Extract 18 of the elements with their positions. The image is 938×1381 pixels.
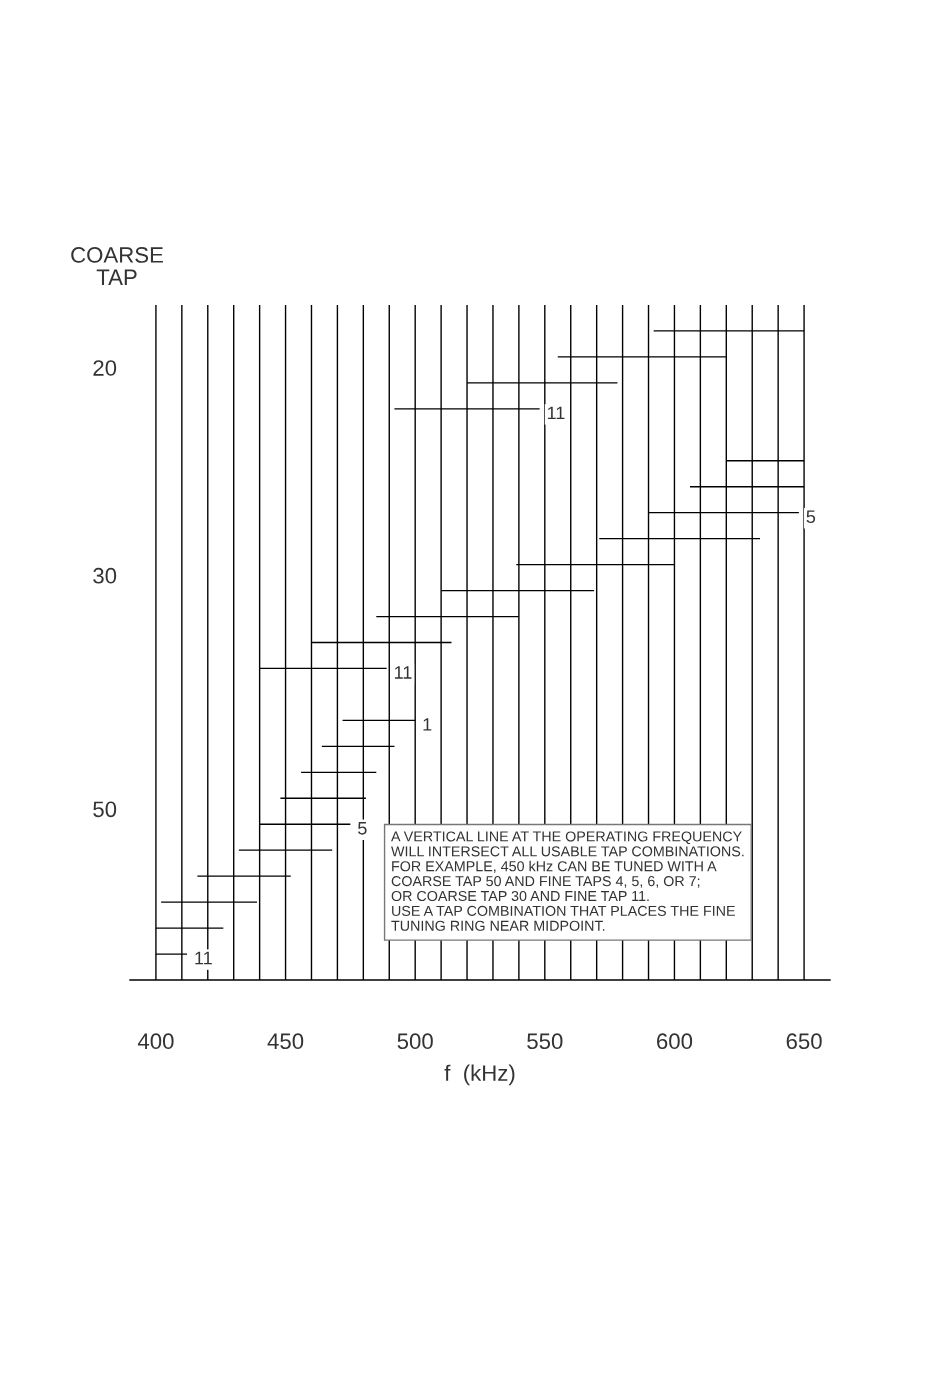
x-axis-title: f (kHz) xyxy=(444,1064,515,1086)
annotation: 5 xyxy=(806,510,816,524)
x-tick-label: 550 xyxy=(527,1033,563,1050)
annotation: A VERTICAL LINE AT THE OPERATING FREQUENCY WILL INTERSECT ALL USABLE TAP COMBINATIONS. FOR EXAMPLE, 450 kHz CAN BE TUNED WITH A COARSE TAP 50 AND FINE TAPS 4, 5, 6, OR 7; OR COARSE TAP 30 AND FINE TAP 11. USE A TAP COMBINATION THAT PLACES THE FINE TUNING RING NEAR MIDPOINT. xyxy=(391,831,744,931)
text: 20 xyxy=(93,360,117,376)
x-tick-label: 500 xyxy=(397,1033,433,1050)
text: 50 xyxy=(93,801,117,818)
x-tick-label: 400 xyxy=(137,1033,174,1050)
x-tick-label: 600 xyxy=(657,1033,693,1050)
x-tick-label: 650 xyxy=(786,1033,822,1050)
y-axis-title: COARSE TAP xyxy=(71,247,163,285)
annotation: 5 xyxy=(358,822,367,835)
text: 30 xyxy=(93,567,117,584)
annotation: 11 xyxy=(394,666,412,679)
annotation: 11 xyxy=(195,951,212,965)
annotation: 1 xyxy=(423,718,432,731)
annotation: 11 xyxy=(547,406,565,420)
x-tick-label: 450 xyxy=(267,1033,304,1050)
